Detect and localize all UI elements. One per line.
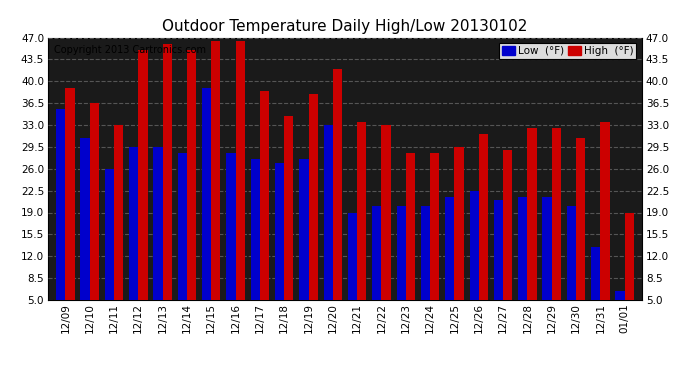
Bar xyxy=(187,50,196,300)
Bar xyxy=(299,159,308,300)
Bar xyxy=(397,206,406,300)
Bar xyxy=(324,125,333,300)
Bar xyxy=(129,147,138,300)
Bar xyxy=(308,94,318,300)
Bar xyxy=(153,147,163,300)
Bar xyxy=(105,169,114,300)
Bar xyxy=(284,116,293,300)
Bar xyxy=(138,50,148,300)
Bar xyxy=(90,103,99,300)
Bar xyxy=(372,206,382,300)
Bar xyxy=(542,197,552,300)
Bar xyxy=(445,197,455,300)
Bar xyxy=(615,291,624,300)
Bar xyxy=(202,87,211,300)
Bar xyxy=(163,44,172,300)
Bar xyxy=(275,162,284,300)
Bar xyxy=(552,128,561,300)
Bar xyxy=(600,122,609,300)
Bar xyxy=(114,125,124,300)
Bar xyxy=(479,134,488,300)
Bar xyxy=(518,197,527,300)
Bar xyxy=(56,110,66,300)
Bar xyxy=(178,153,187,300)
Bar xyxy=(624,213,634,300)
Bar xyxy=(333,69,342,300)
Bar xyxy=(421,206,430,300)
Text: Copyright 2013 Cartronics.com: Copyright 2013 Cartronics.com xyxy=(55,45,206,56)
Bar xyxy=(430,153,440,300)
Bar xyxy=(494,200,503,300)
Bar xyxy=(66,87,75,300)
Bar xyxy=(211,40,221,300)
Bar xyxy=(357,122,366,300)
Bar xyxy=(250,159,260,300)
Legend: Low  (°F), High  (°F): Low (°F), High (°F) xyxy=(499,43,636,59)
Bar xyxy=(503,150,512,300)
Bar xyxy=(527,128,537,300)
Bar xyxy=(469,190,479,300)
Bar xyxy=(455,147,464,300)
Bar xyxy=(226,153,235,300)
Bar xyxy=(591,247,600,300)
Bar xyxy=(260,91,269,300)
Bar xyxy=(348,213,357,300)
Bar xyxy=(235,40,245,300)
Bar xyxy=(406,153,415,300)
Title: Outdoor Temperature Daily High/Low 20130102: Outdoor Temperature Daily High/Low 20130… xyxy=(162,18,528,33)
Bar xyxy=(81,138,90,300)
Bar xyxy=(576,138,585,300)
Bar xyxy=(566,206,576,300)
Bar xyxy=(382,125,391,300)
